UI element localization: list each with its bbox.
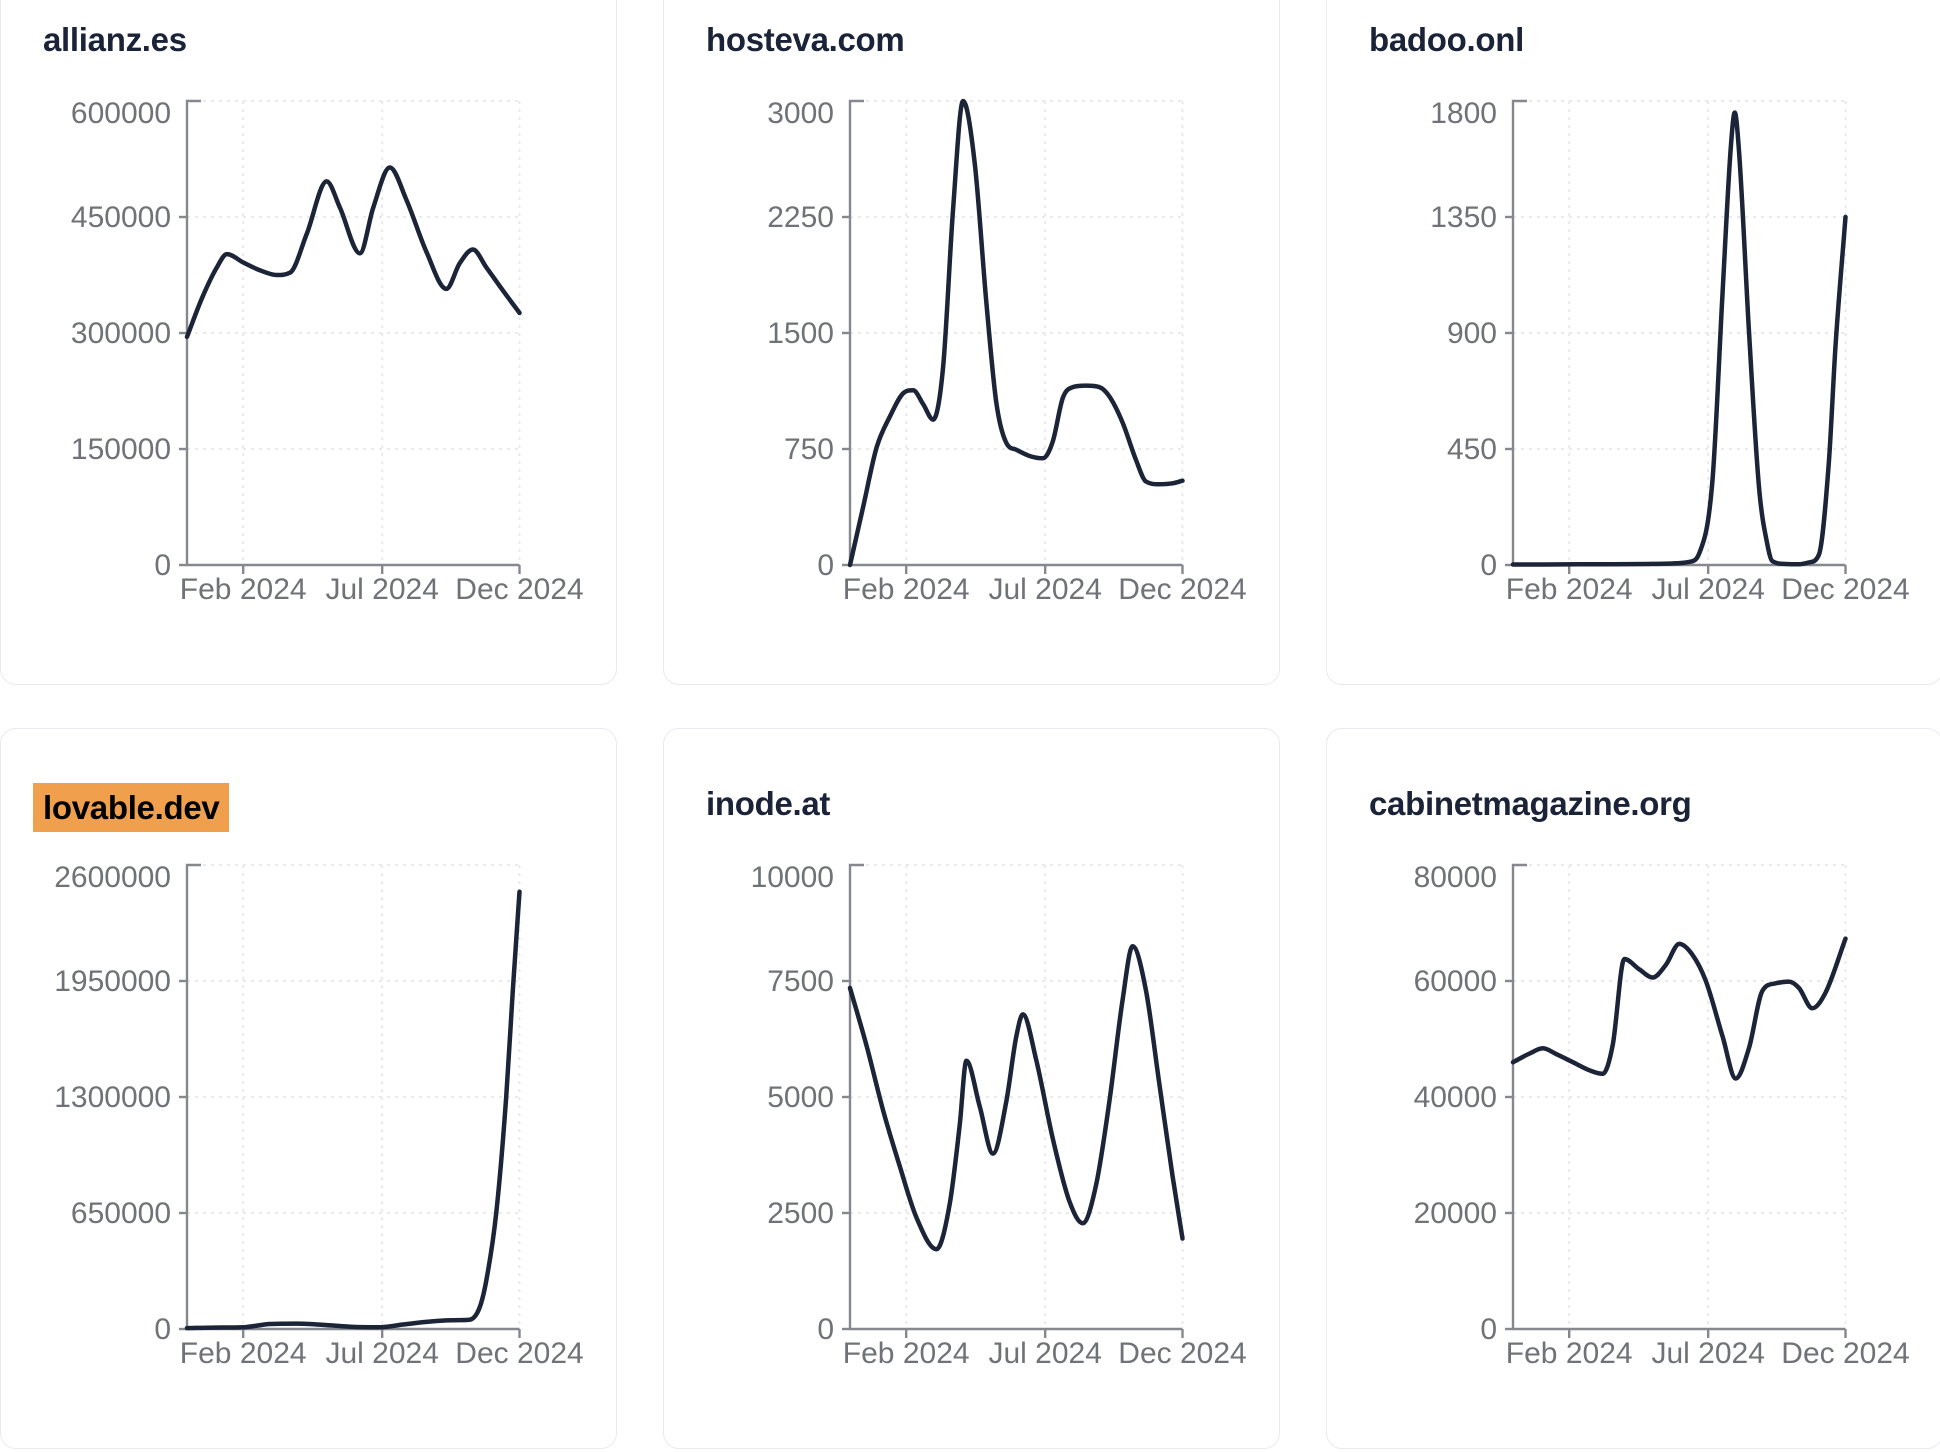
svg-text:650000: 650000 [71,1197,171,1230]
line-chart: 0 650000 1300000 1950000 2600000 Feb 2024 Jul … [54,861,584,1370]
svg-text:80000: 80000 [1414,861,1497,894]
svg-text:7500: 7500 [767,965,834,998]
svg-text:Feb 2024: Feb 2024 [843,1337,970,1370]
svg-text:Feb 2024: Feb 2024 [180,1337,307,1370]
svg-text:Dec 2024: Dec 2024 [1118,1337,1246,1370]
domain-title-highlighted: lovable.dev [33,783,230,833]
svg-text:Jul 2024: Jul 2024 [325,1337,438,1370]
line-chart: 0 450 900 1350 1800 Feb 2024 Jul 2024 Dec 2024 [1430,97,1909,606]
svg-text:450: 450 [1447,433,1497,466]
svg-text:Feb 2024: Feb 2024 [843,573,970,606]
chart-card-badoo-onl[interactable]: badoo.onl 0 450 900 1350 1800 Feb 2024 Jul 202… [1326,0,1940,685]
svg-text:Dec 2024: Dec 2024 [455,1337,583,1370]
line-chart: 0 750 1500 2250 3000 Feb 2024 Jul 2024 Dec 2024 [767,97,1246,606]
svg-text:1800: 1800 [1430,97,1497,130]
svg-text:2600000: 2600000 [54,861,171,894]
svg-text:20000: 20000 [1414,1197,1497,1230]
line-chart: 0 150000 300000 450000 600000 Feb 2024 Jul 202… [71,97,584,606]
svg-text:300000: 300000 [71,317,171,350]
domain-title: inode.at [706,785,831,822]
svg-text:Dec 2024: Dec 2024 [1781,573,1909,606]
card-title: inode.at [706,783,1279,824]
card-title: hosteva.com [706,19,1279,60]
svg-text:Jul 2024: Jul 2024 [325,573,438,606]
svg-text:600000: 600000 [71,97,171,130]
svg-text:Feb 2024: Feb 2024 [180,573,307,606]
domain-title: cabinetmagazine.org [1369,785,1692,822]
svg-text:0: 0 [154,1313,171,1346]
svg-text:150000: 150000 [71,433,171,466]
svg-text:60000: 60000 [1414,965,1497,998]
svg-text:0: 0 [1480,1313,1497,1346]
svg-text:1300000: 1300000 [54,1081,171,1114]
svg-text:Feb 2024: Feb 2024 [1506,1337,1633,1370]
svg-text:Jul 2024: Jul 2024 [1651,573,1764,606]
svg-text:5000: 5000 [767,1081,834,1114]
svg-text:Feb 2024: Feb 2024 [1506,573,1633,606]
line-chart: 0 2500 5000 7500 10000 Feb 2024 Jul 2024 Dec 20… [751,861,1247,1370]
chart-card-cabinetmagazine-org[interactable]: cabinetmagazine.org 0 20000 40000 60000 8000… [1326,728,1940,1449]
svg-text:1350: 1350 [1430,201,1497,234]
svg-text:0: 0 [817,1313,834,1346]
card-title: cabinetmagazine.org [1369,783,1940,824]
svg-text:450000: 450000 [71,201,171,234]
svg-text:Dec 2024: Dec 2024 [1781,1337,1909,1370]
domain-title: allianz.es [43,21,187,58]
svg-text:40000: 40000 [1414,1081,1497,1114]
domain-title: badoo.onl [1369,21,1524,58]
domain-title: hosteva.com [706,21,905,58]
svg-text:0: 0 [1480,549,1497,582]
svg-text:0: 0 [817,549,834,582]
svg-text:10000: 10000 [751,861,834,894]
svg-text:3000: 3000 [767,97,834,130]
chart-card-hosteva-com[interactable]: hosteva.com 0 750 1500 2250 3000 Feb 2024 Jul … [663,0,1280,685]
line-chart: 0 20000 40000 60000 80000 Feb 2024 Jul 2024 Dec… [1414,861,1910,1370]
chart-card-inode-at[interactable]: inode.at 0 2500 5000 7500 10000 Feb 2024 Jul 2… [663,728,1280,1449]
card-title: allianz.es [43,19,616,60]
svg-text:1500: 1500 [767,317,834,350]
chart-card-allianz-es[interactable]: allianz.es 0 150000 300000 450000 600000 Feb … [0,0,617,685]
svg-text:2250: 2250 [767,201,834,234]
svg-text:750: 750 [784,433,834,466]
svg-text:0: 0 [154,549,171,582]
svg-text:Jul 2024: Jul 2024 [988,573,1101,606]
chart-card-lovable-dev[interactable]: lovable.dev 0 650000 1300000 1950000 2600000… [0,728,617,1449]
svg-text:1950000: 1950000 [54,965,171,998]
svg-text:Jul 2024: Jul 2024 [988,1337,1101,1370]
svg-text:Jul 2024: Jul 2024 [1651,1337,1764,1370]
svg-text:Dec 2024: Dec 2024 [1118,573,1246,606]
card-title: lovable.dev [33,783,616,833]
card-title: badoo.onl [1369,19,1940,60]
svg-text:900: 900 [1447,317,1497,350]
svg-text:Dec 2024: Dec 2024 [455,573,583,606]
svg-text:2500: 2500 [767,1197,834,1230]
